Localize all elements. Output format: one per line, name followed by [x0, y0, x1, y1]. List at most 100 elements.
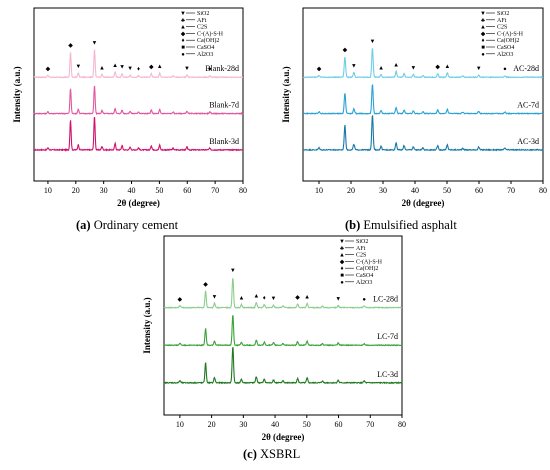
- phase-marker: ▲: [238, 296, 244, 302]
- x-tick-label: 80: [539, 186, 547, 195]
- phase-marker: ▼: [75, 64, 81, 70]
- panel-c: 10 20 30 40 50 60 70 80 2θ (degree) Intensity (a.…: [142, 235, 406, 442]
- caption-a-text: Ordinary cement: [93, 218, 179, 232]
- legend-symbol: ◆: [181, 31, 186, 37]
- series-line-AC-7d: [302, 84, 544, 115]
- series-line-Blank-28d: [33, 49, 244, 79]
- series-label-AC-3d: AC-3d: [517, 137, 539, 146]
- phase-marker: ●: [362, 297, 366, 303]
- legend-label: Ca(OH)2: [356, 265, 378, 272]
- x-tick-label: 60: [183, 186, 191, 195]
- legend-label: C2S: [197, 25, 207, 31]
- legend-symbol: ♦: [181, 38, 184, 44]
- series-label-LC-7d: LC-7d: [377, 332, 398, 341]
- x-tick-label: 10: [315, 186, 323, 195]
- legend-symbol: ♣: [340, 246, 344, 252]
- x-tick-label: 80: [239, 186, 247, 195]
- legend-label: AFt: [356, 246, 366, 252]
- legend-symbol: ◆: [481, 31, 486, 37]
- phase-marker: ▼: [410, 66, 416, 72]
- x-tick-label: 60: [335, 420, 343, 429]
- legend-label: C-(A)-S-H: [197, 30, 224, 37]
- y-axis-label: Intensity (a.u.): [12, 66, 22, 122]
- x-tick-label: 40: [411, 186, 419, 195]
- x-axis-label: 2θ (degree): [262, 432, 305, 442]
- legend-symbol: ▼: [339, 239, 345, 245]
- legend-label: C-(A)-S-H: [497, 30, 524, 37]
- series-label-LC-28d: LC-28d: [373, 295, 398, 304]
- legend-symbol: ■: [340, 273, 344, 279]
- x-tick-label: 10: [176, 420, 184, 429]
- series-line-LC-3d: [163, 346, 403, 385]
- x-tick-label: 20: [347, 186, 355, 195]
- legend-label: Al2O3: [497, 52, 513, 58]
- caption-c-text: XSBRL: [260, 447, 301, 461]
- caption-c: (c) XSBRL: [243, 447, 300, 462]
- phase-marker: ▼: [476, 66, 482, 72]
- series-line-AC-3d: [302, 115, 544, 152]
- x-tick-label: 50: [303, 420, 311, 429]
- legend-symbol: ■: [481, 45, 485, 51]
- legend-label: Ca(OH)2: [497, 37, 519, 44]
- legend-symbol: ●: [181, 52, 185, 58]
- x-tick-label: 50: [155, 186, 163, 195]
- panel-a: 10 20 30 40 50 60 70 80 2θ (degree) Intensity (a.…: [12, 7, 247, 208]
- legend-label: AFt: [497, 18, 507, 24]
- series-label-Blank-28d: Blank-28d: [205, 64, 239, 73]
- x-tick-label: 20: [72, 186, 80, 195]
- legend-label: CaSO4: [497, 45, 514, 51]
- caption-a-letter: (a): [76, 218, 91, 232]
- caption-a: (a) Ordinary cement: [76, 218, 178, 233]
- caption-b-text: Emulsified asphalt: [363, 218, 457, 232]
- series-line-Blank-3d: [33, 116, 243, 152]
- phase-marker: ▼: [335, 296, 341, 302]
- phase-marker: ♦: [137, 66, 140, 72]
- x-tick-label: 70: [366, 420, 374, 429]
- panel-b: 10 20 30 40 50 60 70 80 2θ (degree) Intensity (a.…: [281, 7, 547, 208]
- phase-marker: ▼: [351, 63, 357, 69]
- axes-frame-c: [163, 235, 403, 416]
- x-tick-label: 30: [379, 186, 387, 195]
- legend-symbol: ●: [340, 280, 344, 286]
- x-tick-label: 80: [398, 420, 406, 429]
- legend-symbol: ♣: [181, 18, 185, 24]
- legend-label: Al2O3: [356, 280, 372, 286]
- caption-b-letter: (b): [345, 218, 361, 232]
- x-tick-label: 30: [100, 186, 108, 195]
- series-line-LC-28d: [163, 278, 403, 310]
- series-line-Blank-7d: [33, 85, 244, 116]
- phase-marker: ◆: [149, 65, 154, 71]
- legend-symbol: ♦: [340, 266, 343, 272]
- phase-marker: ▼: [271, 296, 277, 302]
- phase-marker: ▼: [369, 39, 375, 45]
- phase-marker: ▲: [253, 293, 259, 299]
- phase-marker: ◆: [46, 66, 51, 72]
- legend-symbol: ♣: [481, 18, 485, 24]
- legend-label: SiO2: [356, 239, 368, 245]
- axes-frame-a: [33, 7, 244, 182]
- phase-marker: ●: [208, 67, 212, 73]
- phase-marker: ◆: [295, 295, 300, 301]
- x-tick-label: 30: [239, 420, 247, 429]
- caption-b: (b) Emulsified asphalt: [345, 218, 457, 233]
- series-label-LC-3d: LC-3d: [377, 370, 398, 379]
- series-label-Blank-3d: Blank-3d: [209, 137, 239, 146]
- phase-marker: ▲: [304, 295, 310, 301]
- legend-label: C2S: [356, 253, 366, 259]
- phase-marker: ▲: [112, 63, 118, 69]
- legend-symbol: ■: [181, 45, 185, 51]
- legend-symbol: ▲: [480, 25, 486, 31]
- phase-marker: ◆: [435, 65, 440, 71]
- legend-symbol: ♦: [481, 38, 484, 44]
- legend-symbol: ▼: [480, 11, 486, 17]
- phase-marker: ▼: [91, 40, 97, 46]
- phase-marker: ▲: [393, 62, 399, 68]
- phase-marker: ▲: [157, 64, 163, 70]
- legend-label: C-(A)-S-H: [356, 258, 383, 265]
- legend-symbol: ◆: [340, 259, 345, 265]
- phase-marker: ♦: [263, 296, 266, 302]
- x-tick-label: 10: [44, 186, 52, 195]
- series-line-AC-28d: [302, 47, 544, 79]
- phase-marker: ◆: [343, 48, 348, 54]
- caption-c-letter: (c): [243, 447, 257, 461]
